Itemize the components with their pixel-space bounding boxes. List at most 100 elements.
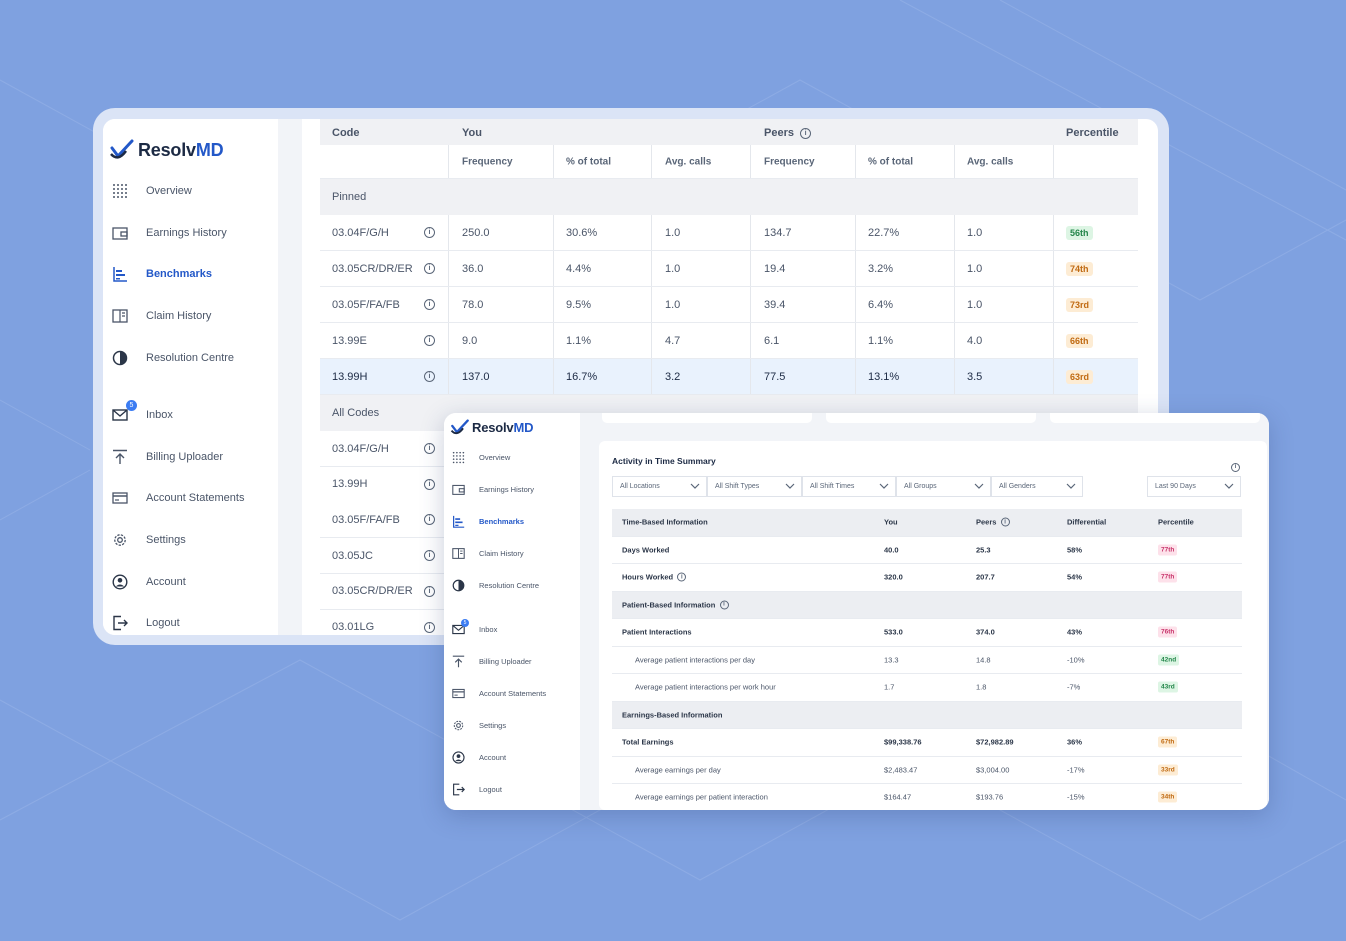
col-you-pct-total[interactable]: % of total <box>566 156 611 167</box>
logo-small[interactable]: Resolv MD <box>450 419 533 436</box>
chevron-down-icon <box>879 483 889 489</box>
row-label-text: Patient Interactions <box>622 627 692 637</box>
activity-summary-window: Resolv MD Overview Earnings History Benchma… <box>444 413 1269 810</box>
sidebar-item-label: Logout <box>146 617 180 629</box>
info-icon[interactable]: i <box>424 585 435 597</box>
filter-all-shift-times[interactable]: All Shift Times <box>802 476 896 497</box>
table-row[interactable]: 13.99H i 137.0 16.7% 3.2 77.5 13.1% 3.5 63rd <box>320 359 1138 395</box>
col-you-avg-calls[interactable]: Avg. calls <box>665 156 712 167</box>
info-icon[interactable]: i <box>719 600 729 610</box>
table-row[interactable]: Days Worked 40.0 25.3 58% 77th <box>612 537 1242 564</box>
date-range-select[interactable]: Last 90 Days <box>1147 476 1241 497</box>
sidebar-item-inbox[interactable]: 5 Inbox <box>111 400 173 424</box>
col-code[interactable]: Code <box>332 127 360 139</box>
info-icon[interactable]: i <box>424 478 435 490</box>
table-row[interactable]: Total Earnings $99,338.76 $72,982.89 36% 67t… <box>612 729 1242 757</box>
sidebar-item-benchmarks[interactable]: Benchmarks <box>452 515 524 528</box>
differential-value: -15% <box>1067 792 1085 802</box>
info-icon[interactable]: i <box>424 514 435 526</box>
col-peers-frequency[interactable]: Frequency <box>764 156 815 167</box>
table-row[interactable]: Patient Interactions 533.0 374.0 43% 76th <box>612 619 1242 647</box>
filter-all-genders[interactable]: All Genders <box>991 476 1083 497</box>
sidebar-item-resolution-centre[interactable]: Resolution Centre <box>111 349 234 367</box>
info-icon[interactable]: i <box>424 263 435 274</box>
you-value: $99,338.76 <box>884 737 922 747</box>
percentile-badge: 34th <box>1158 791 1178 803</box>
you-value: $2,483.47 <box>884 765 918 775</box>
col-differential: Differential <box>1067 517 1107 527</box>
table-row[interactable]: Average patient interactions per work ho… <box>612 674 1242 702</box>
table-row[interactable]: 13.99E i 9.0 1.1% 4.7 6.1 1.1% 4.0 66th <box>320 323 1138 359</box>
code-cell: 03.05JC <box>332 549 373 562</box>
sidebar-item-earnings-history[interactable]: Earnings History <box>111 224 227 242</box>
summary-title: Activity in Time Summary <box>612 456 716 466</box>
percentile-badge: 74th <box>1066 261 1093 276</box>
info-icon[interactable]: i <box>800 127 812 139</box>
value-cell: 6.4% <box>868 298 894 311</box>
table-row[interactable]: Average earnings per patient interaction… <box>612 784 1242 810</box>
col-you: You <box>462 127 482 139</box>
sidebar-item-benchmarks[interactable]: Benchmarks <box>111 265 212 283</box>
sidebar-item-settings[interactable]: Settings <box>111 531 186 549</box>
sidebar-item-inbox[interactable]: 5 Inbox <box>452 619 497 636</box>
info-icon[interactable]: i <box>424 443 435 454</box>
info-icon[interactable]: i <box>424 371 435 382</box>
sidebar-item-logout[interactable]: Logout <box>452 783 502 796</box>
table-row[interactable]: Hours Worked i 320.0 207.7 54% 77th <box>612 564 1242 592</box>
sidebar-item-label: Account Statements <box>479 689 547 698</box>
peers-value: 207.7 <box>976 572 995 582</box>
info-icon[interactable]: i <box>424 621 435 633</box>
mail-icon: 5 <box>452 619 469 636</box>
filter-all-shift-types[interactable]: All Shift Types <box>707 476 802 497</box>
sidebar-item-billing-uploader[interactable]: Billing Uploader <box>452 655 532 668</box>
section-label-text: Patient-Based Information <box>622 600 716 610</box>
table-row[interactable]: 03.04F/G/H i 250.0 30.6% 1.0 134.7 22.7% 1.0 56t… <box>320 215 1138 251</box>
sidebar-item-account-statements[interactable]: Account Statements <box>111 489 244 507</box>
sidebar-item-resolution-centre[interactable]: Resolution Centre <box>452 579 539 592</box>
info-icon[interactable]: i <box>424 550 435 562</box>
table-row[interactable]: Average patient interactions per day 13.3… <box>612 647 1242 674</box>
value-cell: 1.0 <box>665 226 681 239</box>
info-icon[interactable]: i <box>424 299 435 310</box>
col-you-frequency[interactable]: Frequency <box>462 156 513 167</box>
info-icon[interactable]: i <box>424 227 435 238</box>
summary-card: Activity in Time Summary i All Locations… <box>599 441 1267 810</box>
table-row[interactable]: Average earnings per day $2,483.47 $3,004.… <box>612 757 1242 784</box>
top-card <box>1050 413 1260 423</box>
sidebar-item-overview[interactable]: Overview <box>111 182 192 200</box>
sidebar-item-overview[interactable]: Overview <box>452 451 510 464</box>
col-percentile[interactable]: Percentile <box>1066 127 1119 139</box>
info-icon[interactable]: i <box>1231 455 1240 473</box>
value-cell: 3.5 <box>967 370 983 383</box>
peers-value: $3,004.00 <box>976 765 1010 775</box>
filter-value: All Genders <box>999 483 1036 490</box>
table-row[interactable]: 03.05CR/DR/ER i 36.0 4.4% 1.0 19.4 3.2% 1.0 74th <box>320 251 1138 287</box>
info-icon[interactable]: i <box>424 335 435 346</box>
col-peers-pct-total[interactable]: % of total <box>868 156 913 167</box>
sidebar-item-billing-uploader[interactable]: Billing Uploader <box>111 448 223 466</box>
value-cell: 77.5 <box>764 370 786 383</box>
sidebar-item-claim-history[interactable]: Claim History <box>111 307 211 325</box>
differential-value: 58% <box>1067 545 1083 555</box>
sidebar-item-claim-history[interactable]: Claim History <box>452 547 524 560</box>
sidebar-item-account-statements[interactable]: Account Statements <box>452 687 546 700</box>
content-gutter <box>278 119 302 635</box>
peers-value: $72,982.89 <box>976 737 1014 747</box>
logout-icon <box>452 783 465 796</box>
logo[interactable]: Resolv MD <box>109 139 224 161</box>
filter-all-groups[interactable]: All Groups <box>896 476 991 497</box>
section-row-earnings-based-information: Earnings-Based Information <box>612 701 1242 729</box>
sidebar-item-account[interactable]: Account <box>111 573 186 591</box>
sidebar-item-label: Overview <box>479 453 511 462</box>
user-icon <box>111 573 129 591</box>
col-peers-avg-calls[interactable]: Avg. calls <box>967 156 1014 167</box>
info-icon[interactable]: i <box>1000 517 1010 527</box>
sidebar-item-account[interactable]: Account <box>452 751 506 764</box>
value-cell: 137.0 <box>462 370 490 383</box>
table-row[interactable]: 03.05F/FA/FB i 78.0 9.5% 1.0 39.4 6.4% 1.0 73rd <box>320 287 1138 323</box>
info-icon[interactable]: i <box>677 572 687 582</box>
sidebar-item-earnings-history[interactable]: Earnings History <box>452 483 534 496</box>
sidebar-item-settings[interactable]: Settings <box>452 719 506 732</box>
filter-all-locations[interactable]: All Locations <box>612 476 707 497</box>
sidebar-item-logout[interactable]: Logout <box>111 614 180 632</box>
